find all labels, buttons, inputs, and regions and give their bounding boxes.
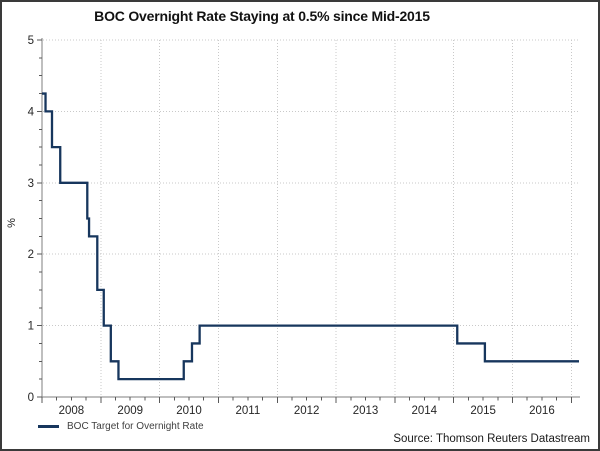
legend-line-swatch xyxy=(38,424,59,428)
x-tick-label: 2010 xyxy=(176,405,202,417)
y-tick-label: 0 xyxy=(28,392,34,404)
x-tick-label: 2013 xyxy=(353,405,379,417)
x-tick-label: 2014 xyxy=(412,405,438,417)
x-tick-label: 2008 xyxy=(59,405,85,417)
source-credit: Source: Thomson Reuters Datastream xyxy=(393,433,590,445)
y-tick-label: 2 xyxy=(28,249,34,261)
x-tick-label: 2009 xyxy=(117,405,143,417)
y-tick-label: 1 xyxy=(28,321,34,333)
y-tick-label: 4 xyxy=(28,106,35,118)
x-tick-label: 2012 xyxy=(294,405,320,417)
series-line xyxy=(42,92,579,381)
chart-title: BOC Overnight Rate Staying at 0.5% since… xyxy=(94,8,430,24)
legend: BOC Target for Overnight Rate xyxy=(38,420,204,432)
x-tick-label: 2016 xyxy=(529,405,555,417)
y-tick-label: 5 xyxy=(28,35,34,47)
legend-label: BOC Target for Overnight Rate xyxy=(67,420,204,432)
y-tick-label: 3 xyxy=(28,178,34,190)
x-tick-label: 2011 xyxy=(235,405,260,417)
x-tick-label: 2015 xyxy=(470,405,496,417)
